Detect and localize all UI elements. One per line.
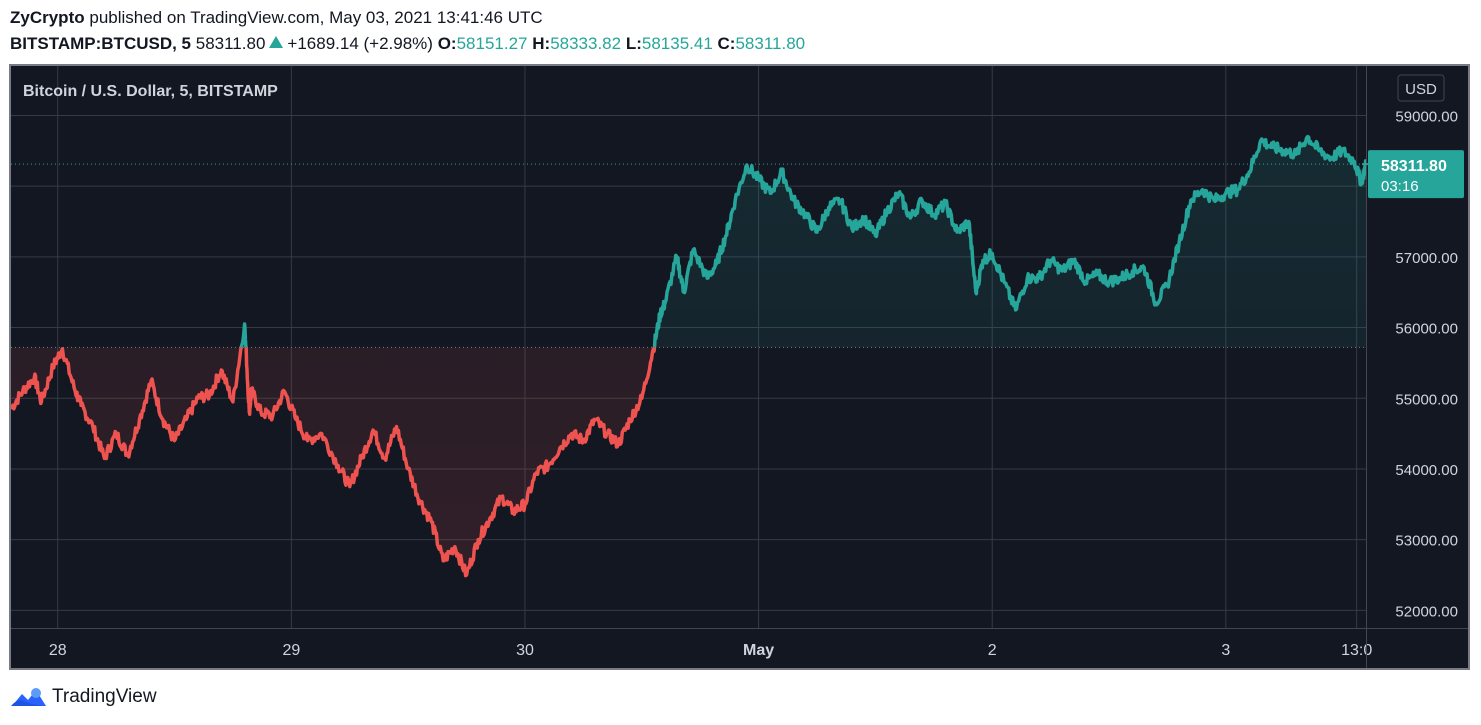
y-tick-label: 59000.00 (1395, 108, 1458, 125)
y-tick-label: 56000.00 (1395, 321, 1458, 338)
symbol-label: BITSTAMP:BTCUSD, 5 (10, 34, 192, 53)
series-line-down (11, 347, 657, 578)
y-tick-label: 52000.00 (1395, 603, 1458, 620)
area-fill-up (11, 136, 1366, 348)
y-tick-label: 54000.00 (1395, 462, 1458, 479)
x-tick-label: 2 (988, 642, 997, 659)
high-value: 58333.82 (550, 34, 622, 53)
symbol-ohlc-line: BITSTAMP:BTCUSD, 5 58311.80 +1689.14 (+2.… (10, 34, 805, 54)
publish-info: published on TradingView.com, May 03, 20… (89, 8, 543, 27)
footer-brand[interactable]: TradingView (52, 686, 157, 707)
close-label: C: (717, 34, 736, 53)
y-tick-label: 55000.00 (1395, 391, 1458, 408)
low-label: L: (625, 34, 642, 53)
countdown-label: 03:16 (1381, 178, 1419, 195)
open-value: 58151.27 (456, 34, 528, 53)
currency-box (1397, 74, 1445, 102)
series-line-up (61, 134, 1366, 348)
last-price-badge (1368, 150, 1464, 199)
x-tick-label: May (743, 642, 774, 659)
author-name[interactable]: ZyCrypto (10, 8, 85, 27)
footer: TradingView (10, 684, 157, 710)
price-change: +1689.14 (+2.98%) (287, 34, 433, 53)
chart-title: Bitcoin / U.S. Dollar, 5, BITSTAMP (23, 83, 278, 100)
close-value: 58311.80 (735, 34, 806, 53)
y-tick-label: 53000.00 (1395, 533, 1458, 550)
last-price-label: 58311.80 (1381, 158, 1447, 175)
last-price: 58311.80 (195, 34, 266, 53)
x-tick-label: 13:0 (1341, 642, 1372, 659)
series-group (11, 134, 1366, 578)
x-tick-label: 29 (282, 642, 300, 659)
area-fill-down (11, 347, 655, 576)
tradingview-logo-icon[interactable] (10, 684, 48, 710)
low-value: 58135.41 (641, 34, 713, 53)
x-tick-label: 30 (516, 642, 534, 659)
y-tick-label: 57000.00 (1395, 250, 1458, 267)
x-tick-label: 28 (49, 642, 67, 659)
currency-label: USD (1405, 81, 1437, 98)
x-tick-label: 3 (1221, 642, 1230, 659)
publication-line: ZyCrypto published on TradingView.com, M… (10, 8, 543, 28)
open-label: O: (437, 34, 457, 53)
up-triangle-icon (269, 36, 284, 48)
chart-panel[interactable]: 59000.0058000.0057000.0056000.0055000.00… (9, 64, 1470, 670)
high-label: H: (532, 34, 551, 53)
price-chart[interactable]: 59000.0058000.0057000.0056000.0055000.00… (11, 66, 1468, 668)
